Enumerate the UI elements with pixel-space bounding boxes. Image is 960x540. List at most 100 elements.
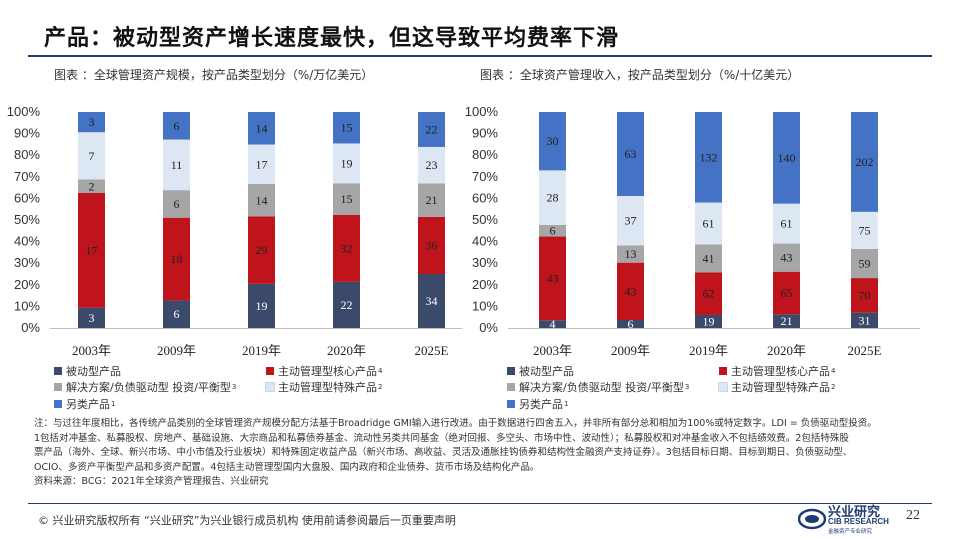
legend-swatch	[718, 382, 728, 392]
data-label: 13	[625, 247, 637, 261]
footer-rule	[28, 503, 932, 504]
data-label: 30	[547, 134, 559, 148]
legend-label: 主动管理型特殊产品	[278, 381, 377, 394]
bar-segment-core	[78, 193, 105, 308]
bar-segment-passive	[851, 312, 878, 328]
data-label: 14	[256, 121, 268, 135]
data-label: 65	[781, 286, 793, 300]
data-label: 4	[550, 317, 556, 331]
legend-item-core: 主动管理型核心产品 4	[719, 363, 835, 379]
data-label: 75	[859, 223, 871, 237]
bar-segment-core	[617, 262, 644, 320]
note-line-3: 票产品（海外、全球、新兴市场、中小市值及行业板块）和特殊固定收益产品（新兴市场、…	[34, 447, 853, 458]
y-tick-label: 60%	[14, 190, 40, 205]
legend-label: 解决方案/负债驱动型 投资/平衡型	[66, 381, 231, 394]
y-tick-label: 40%	[14, 234, 40, 249]
data-label: 63	[625, 147, 637, 161]
y-tick-label: 0%	[479, 320, 498, 335]
legend-item-alternatives: 另类产品 1	[54, 396, 115, 412]
bar-segment-alternatives	[418, 112, 445, 147]
title-rule	[28, 55, 932, 57]
footer-disclaimer: © 兴业研究版权所有 “兴业研究”为兴业银行成员机构 使用前请参阅最后一页重要声…	[38, 514, 456, 527]
legend-footnote-ref: 3	[684, 383, 690, 391]
bar-segment-solutions	[78, 179, 105, 193]
x-tick-label: 2009年	[157, 343, 196, 358]
legend-swatch	[266, 367, 274, 375]
bar-segment-specialty	[773, 203, 800, 244]
bar-segment-passive	[617, 320, 644, 328]
bar-segment-solutions	[773, 243, 800, 272]
bar-segment-alternatives	[773, 112, 800, 204]
bar-segment-specialty	[617, 196, 644, 246]
data-label: 21	[426, 193, 438, 207]
note-line-2: 1包括对冲基金、私募股权、房地产、基础设施、大宗商品和私募债券基金、流动性另类共…	[34, 432, 849, 444]
y-tick-label: 0%	[21, 320, 40, 335]
x-tick-label: 2025E	[415, 343, 449, 358]
legend-swatch	[54, 383, 62, 391]
bar-segment-specialty	[333, 143, 360, 184]
data-label: 70	[859, 288, 871, 302]
bar-segment-passive	[418, 274, 445, 328]
legend-label: 主动管理型核心产品	[278, 365, 377, 378]
x-tick-label: 2019年	[689, 343, 728, 358]
bar-segment-passive	[78, 307, 105, 328]
data-label: 43	[781, 251, 793, 265]
data-label: 202	[856, 155, 874, 169]
legend-label: 主动管理型核心产品	[731, 365, 830, 378]
data-label: 62	[703, 287, 715, 301]
bar-segment-alternatives	[248, 112, 275, 145]
bar-segment-specialty	[248, 144, 275, 184]
x-tick-label: 2020年	[767, 343, 806, 358]
data-label: 19	[341, 156, 353, 170]
y-tick-label: 80%	[472, 147, 498, 162]
legend-swatch	[54, 367, 62, 375]
data-label: 6	[550, 224, 556, 238]
note-line-1: 注：与过往年度相比，各传统产品类别的全球管理资产规模分配方法基于Broadrid…	[34, 418, 877, 429]
footnotes: 注：与过往年度相比，各传统产品类别的全球管理资产规模分配方法基于Broadrid…	[34, 417, 934, 490]
legend-footnote-ref: 4	[378, 367, 383, 375]
bar-segment-passive	[333, 281, 360, 328]
data-label: 11	[171, 158, 183, 172]
y-tick-label: 60%	[472, 190, 498, 205]
legend-label: 被动型产品	[519, 365, 574, 378]
data-label: 6	[174, 307, 180, 321]
bar-segment-passive	[248, 283, 275, 328]
data-label: 19	[703, 314, 715, 328]
data-label: 41	[703, 251, 715, 265]
bar-segment-passive	[539, 320, 566, 328]
bar-segment-solutions	[163, 190, 190, 218]
legend-footnote-ref: 4	[831, 367, 836, 375]
legend-swatch	[507, 367, 515, 375]
y-tick-label: 70%	[472, 169, 498, 184]
data-label: 17	[256, 157, 268, 171]
data-label: 34	[426, 294, 438, 308]
bar-segment-core	[333, 214, 360, 282]
bar-segment-specialty	[78, 132, 105, 180]
data-label: 3	[89, 115, 95, 129]
bar-segment-alternatives	[333, 112, 360, 144]
bar-segment-core	[773, 271, 800, 315]
legend-swatch	[507, 400, 515, 408]
logo-english: CIB RESEARCH	[828, 517, 889, 526]
bar-segment-specialty	[418, 146, 445, 184]
data-label: 31	[859, 313, 871, 327]
legend-item-passive: 被动型产品	[54, 363, 121, 379]
bar-segment-specialty	[851, 211, 878, 249]
x-tick-label: 2019年	[242, 343, 281, 358]
y-tick-label: 80%	[14, 147, 40, 162]
data-label: 43	[625, 284, 637, 298]
bar-segment-specialty	[695, 202, 722, 245]
data-label: 19	[256, 299, 268, 313]
bar-segment-solutions	[695, 244, 722, 273]
x-tick-label: 2003年	[72, 343, 111, 358]
slide-title: 产品：被动型资产增长速度最快，但这导致平均费率下滑	[44, 25, 620, 51]
bar-segment-alternatives	[163, 112, 190, 140]
legend-item-solutions: 解决方案/负债驱动型 投资/平衡型 3	[54, 379, 236, 395]
legend-swatch	[507, 383, 515, 391]
legend-label: 另类产品	[66, 398, 110, 411]
x-tick-label: 2020年	[327, 343, 366, 358]
data-label: 15	[341, 192, 353, 206]
data-label: 22	[426, 122, 438, 136]
y-tick-label: 20%	[472, 277, 498, 292]
